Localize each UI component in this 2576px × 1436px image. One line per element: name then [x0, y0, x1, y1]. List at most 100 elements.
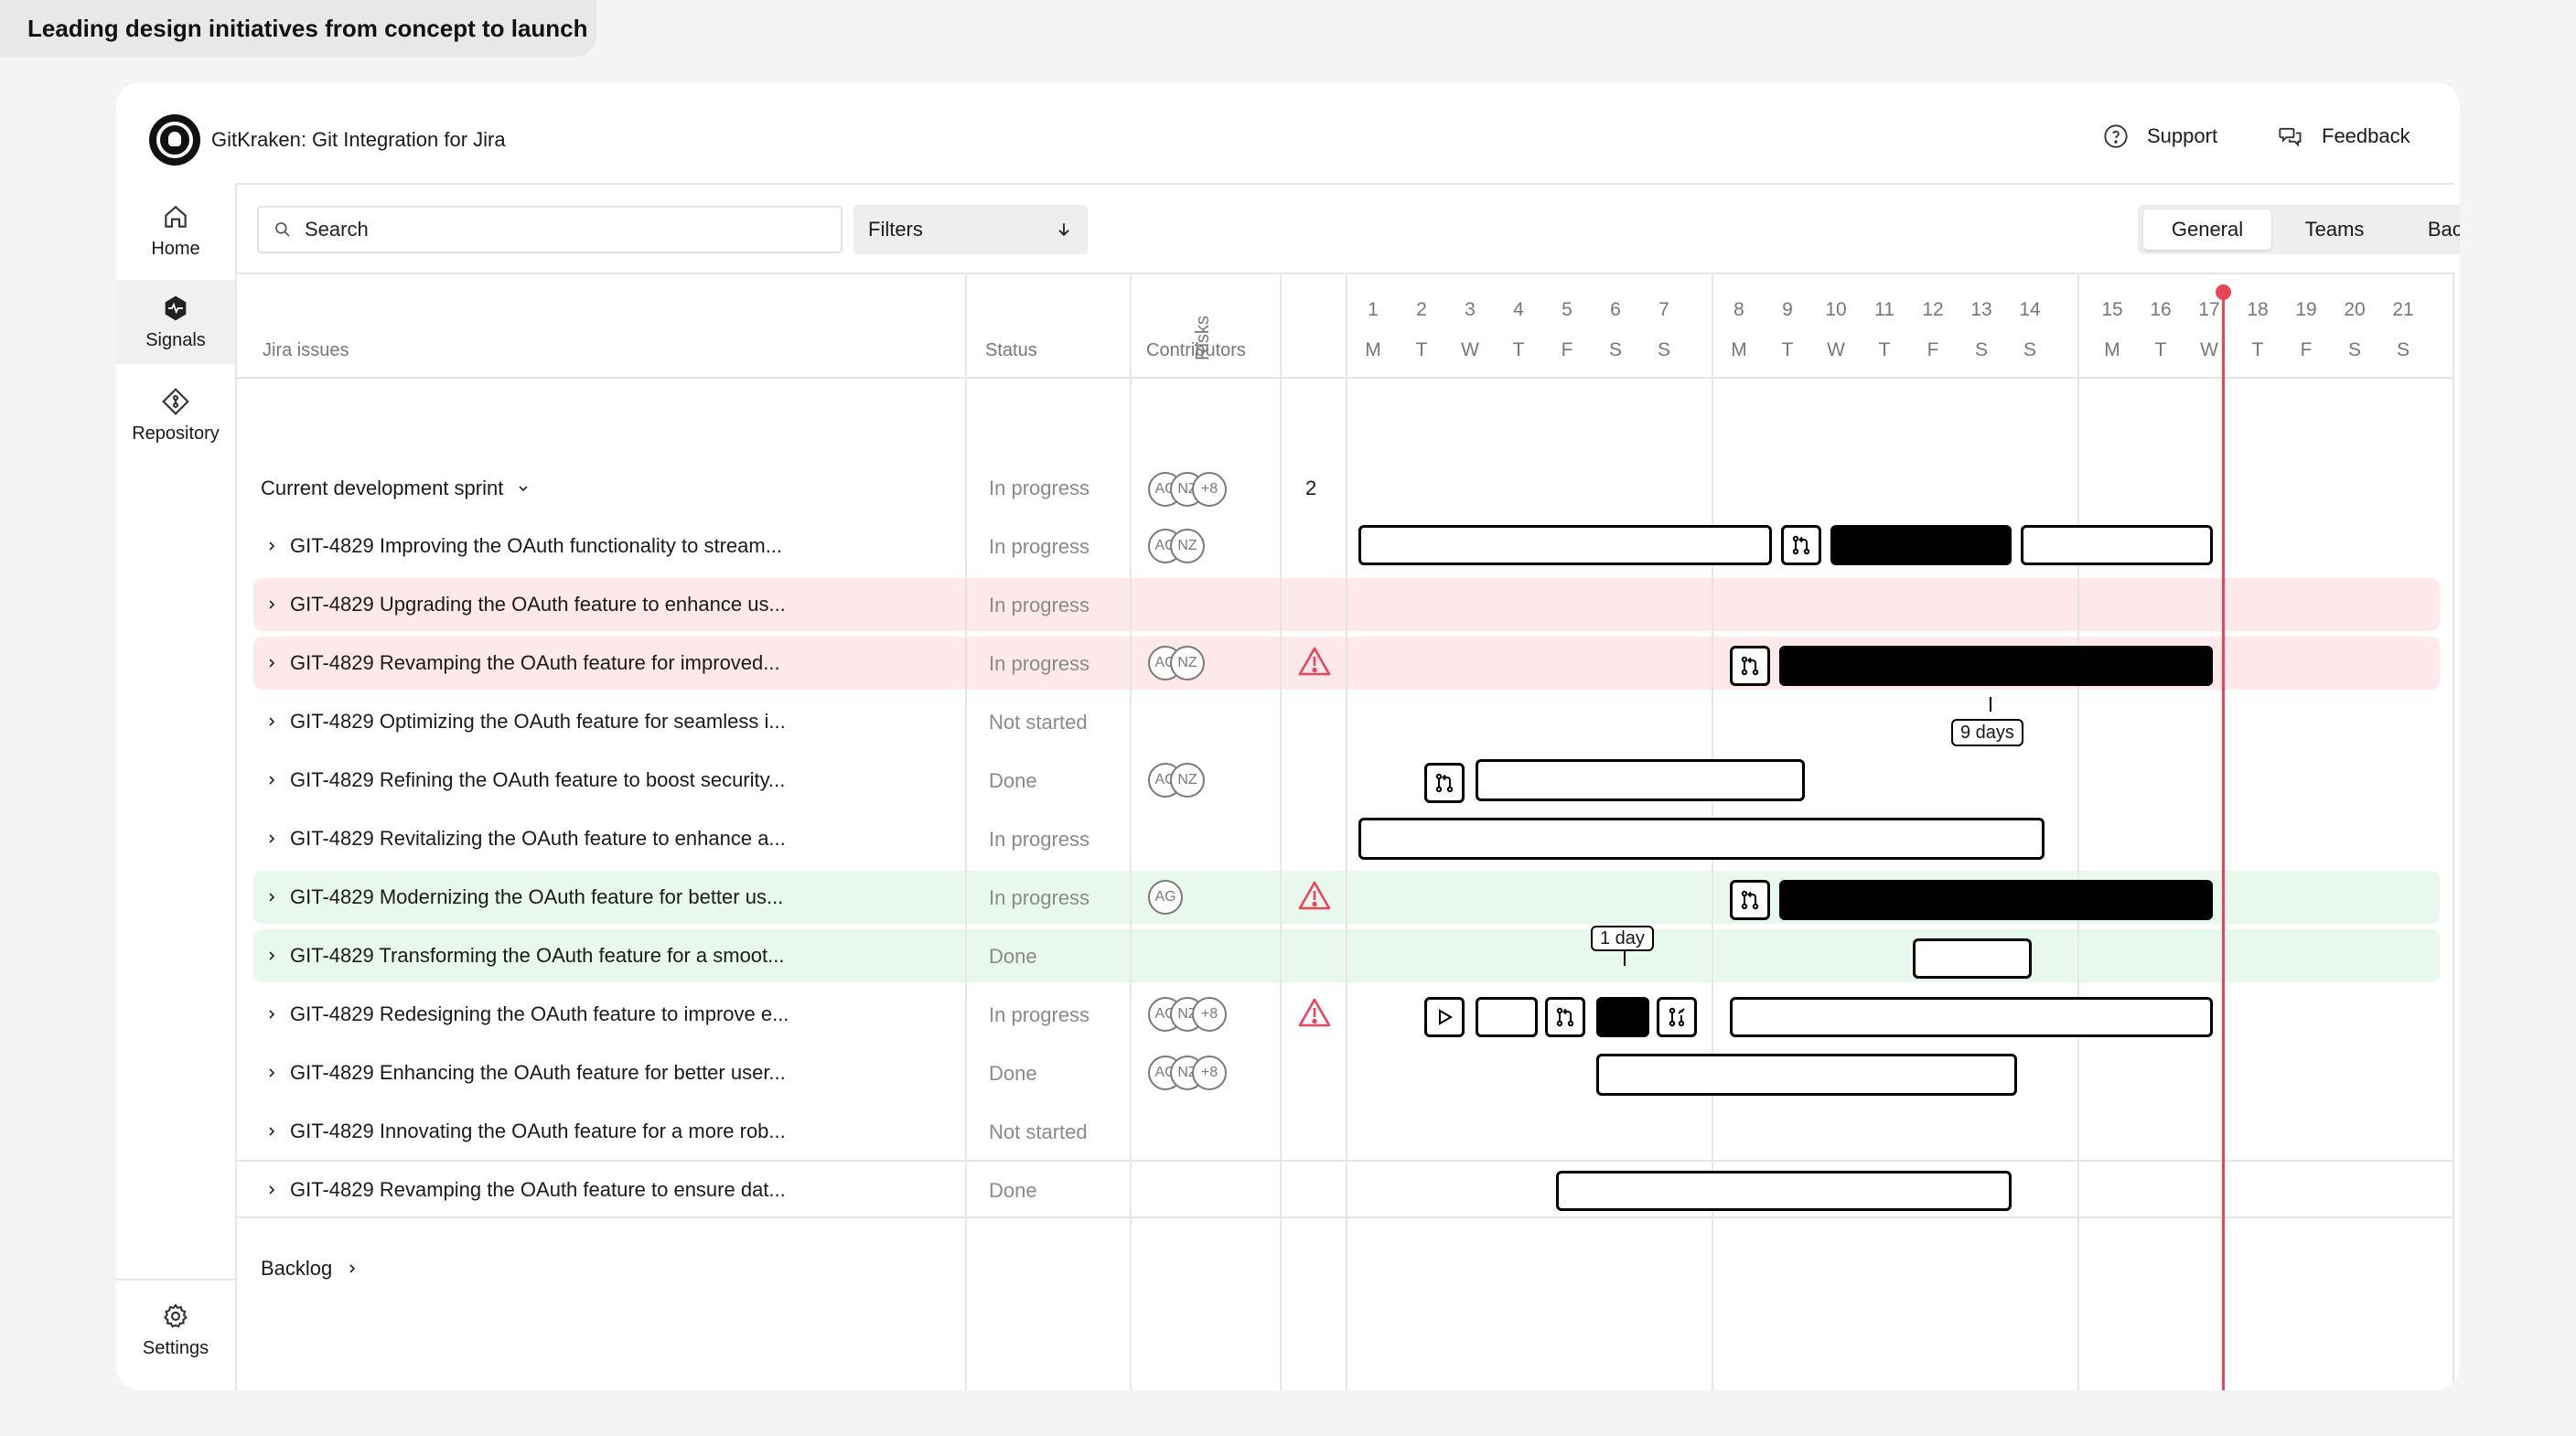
- pull-request-marker[interactable]: [1424, 763, 1465, 803]
- avatar[interactable]: NZ: [1170, 763, 1205, 798]
- task-bar[interactable]: [1596, 1054, 2017, 1096]
- sidebar-divider: [116, 1279, 235, 1281]
- main-panel: Search Filters General Teams Backlog Jir…: [237, 183, 2460, 1390]
- pull-request-marker[interactable]: [1781, 525, 1821, 565]
- task-bar[interactable]: [1556, 1171, 2012, 1211]
- task-bar-active[interactable]: [1779, 880, 2213, 920]
- day-letter: S: [2347, 339, 2361, 360]
- day-number: 18: [2247, 299, 2269, 320]
- avatar[interactable]: NZ: [1170, 646, 1205, 680]
- avatar[interactable]: +8: [1192, 1056, 1227, 1090]
- column-divider: [1280, 274, 1282, 1390]
- warning-icon[interactable]: [1298, 646, 1331, 677]
- chevron-right-icon: [269, 659, 275, 668]
- day-letter: S: [1657, 339, 1670, 360]
- issue-row[interactable]: GIT-4829 Innovating the OAuth feature fo…: [264, 1118, 786, 1145]
- issue-status: Not started: [989, 711, 1088, 734]
- day-letter: S: [1608, 339, 1622, 360]
- issue-row[interactable]: GIT-4829 Enhancing the OAuth feature for…: [264, 1059, 786, 1087]
- day-number: 19: [2295, 299, 2317, 320]
- issue-contributors: AG NZ +8: [1148, 997, 1227, 1032]
- chevron-right-icon: [269, 834, 275, 843]
- sidebar-item-home[interactable]: Home: [116, 188, 235, 273]
- task-bar[interactable]: [1358, 525, 1772, 565]
- task-bar[interactable]: [1476, 997, 1538, 1037]
- day-letter: W: [2200, 339, 2218, 360]
- issue-contributors: AG NZ: [1148, 529, 1205, 563]
- day-letter: M: [2104, 339, 2120, 360]
- pull-request-icon: [1741, 656, 1759, 676]
- sprint-risk-count: 2: [1305, 477, 1317, 499]
- play-marker[interactable]: [1424, 997, 1465, 1037]
- issue-title: GIT-4829 Refining the OAuth feature to b…: [290, 768, 786, 791]
- issue-status: In progress: [989, 594, 1090, 616]
- task-bar[interactable]: [1476, 759, 1805, 801]
- feedback-link[interactable]: Feedback: [2278, 123, 2410, 149]
- gitkraken-logo: [149, 114, 200, 166]
- pull-request-marker[interactable]: [1730, 646, 1770, 686]
- support-link[interactable]: Support: [2103, 123, 2217, 149]
- pull-request-marker[interactable]: [1545, 997, 1585, 1037]
- tab-teams[interactable]: Teams: [2304, 218, 2365, 241]
- tab-backlog[interactable]: Backlog: [2427, 218, 2460, 241]
- pull-request-marker[interactable]: [1730, 880, 1770, 920]
- sidebar-item-repository[interactable]: Repository: [116, 373, 235, 457]
- warning-icon[interactable]: [1298, 880, 1331, 911]
- day-letter: T: [2154, 339, 2167, 360]
- day-letter: T: [1781, 339, 1794, 360]
- issue-status: Done: [989, 1062, 1037, 1085]
- sidebar-item-signals[interactable]: Signals: [116, 280, 235, 364]
- day-letter: F: [1927, 339, 1939, 360]
- day-number: 13: [1970, 299, 1992, 320]
- sprint-toggle[interactable]: Current development sprint: [261, 477, 531, 500]
- column-header-risks: Risks: [1193, 316, 1213, 360]
- issue-title: GIT-4829 Modernizing the OAuth feature f…: [290, 885, 784, 908]
- header-divider: [237, 377, 2454, 379]
- issue-row[interactable]: GIT-4829 Optimizing the OAuth feature fo…: [264, 708, 786, 735]
- column-header-contributors: Contributors: [1146, 340, 1246, 360]
- home-icon: [165, 205, 187, 228]
- task-bar[interactable]: [1358, 818, 2045, 860]
- issue-row[interactable]: GIT-4829 Transforming the OAuth feature …: [264, 942, 784, 970]
- task-bar-active[interactable]: [1830, 525, 2012, 565]
- merge-icon: [1669, 1007, 1685, 1027]
- merge-marker[interactable]: [1657, 997, 1697, 1037]
- task-bar[interactable]: [2021, 525, 2213, 565]
- issue-title: GIT-4829 Revitalizing the OAuth feature …: [290, 827, 786, 850]
- issue-title: GIT-4829 Enhancing the OAuth feature for…: [290, 1061, 786, 1084]
- week-divider: [2077, 274, 2079, 1390]
- issue-row[interactable]: GIT-4829 Revamping the OAuth feature for…: [264, 649, 780, 677]
- column-divider: [1130, 274, 1132, 1390]
- issue-status: Done: [989, 945, 1037, 968]
- avatar[interactable]: AG: [1148, 880, 1183, 915]
- pull-request-icon: [1741, 890, 1759, 910]
- sidebar-item-settings[interactable]: Settings: [116, 1288, 235, 1372]
- git-diamond-icon: [162, 387, 189, 415]
- day-number: 8: [1733, 299, 1744, 320]
- issue-row[interactable]: GIT-4829 Refining the OAuth feature to b…: [264, 766, 785, 794]
- task-bar-active[interactable]: [1596, 997, 1649, 1037]
- chevron-right-icon: [269, 717, 275, 726]
- issue-row[interactable]: GIT-4829 Modernizing the OAuth feature f…: [264, 884, 783, 911]
- search-input[interactable]: Search: [257, 206, 843, 253]
- filters-dropdown[interactable]: Filters: [853, 205, 1088, 254]
- day-number: 20: [2344, 299, 2366, 320]
- task-bar[interactable]: [1730, 997, 2213, 1037]
- issue-row[interactable]: GIT-4829 Revamping the OAuth feature to …: [264, 1176, 786, 1204]
- task-bar-active[interactable]: [1779, 646, 2213, 686]
- issue-title: GIT-4829 Redesigning the OAuth feature t…: [290, 1002, 789, 1025]
- avatar[interactable]: +8: [1192, 997, 1227, 1032]
- issue-row[interactable]: GIT-4829 Redesigning the OAuth feature t…: [264, 1001, 789, 1028]
- today-line: [2222, 291, 2225, 1390]
- tab-general[interactable]: General: [2143, 209, 2271, 250]
- issue-row[interactable]: GIT-4829 Upgrading the OAuth feature to …: [264, 591, 786, 618]
- avatar[interactable]: +8: [1192, 472, 1227, 507]
- backlog-toggle[interactable]: Backlog: [261, 1257, 360, 1281]
- chevron-right-icon: [269, 893, 275, 902]
- avatar[interactable]: NZ: [1170, 529, 1205, 563]
- task-bar[interactable]: [1913, 938, 2032, 979]
- filters-label: Filters: [868, 218, 923, 241]
- issue-row[interactable]: GIT-4829 Improving the OAuth functionali…: [264, 532, 782, 560]
- warning-icon[interactable]: [1298, 997, 1331, 1028]
- issue-row[interactable]: GIT-4829 Revitalizing the OAuth feature …: [264, 825, 786, 852]
